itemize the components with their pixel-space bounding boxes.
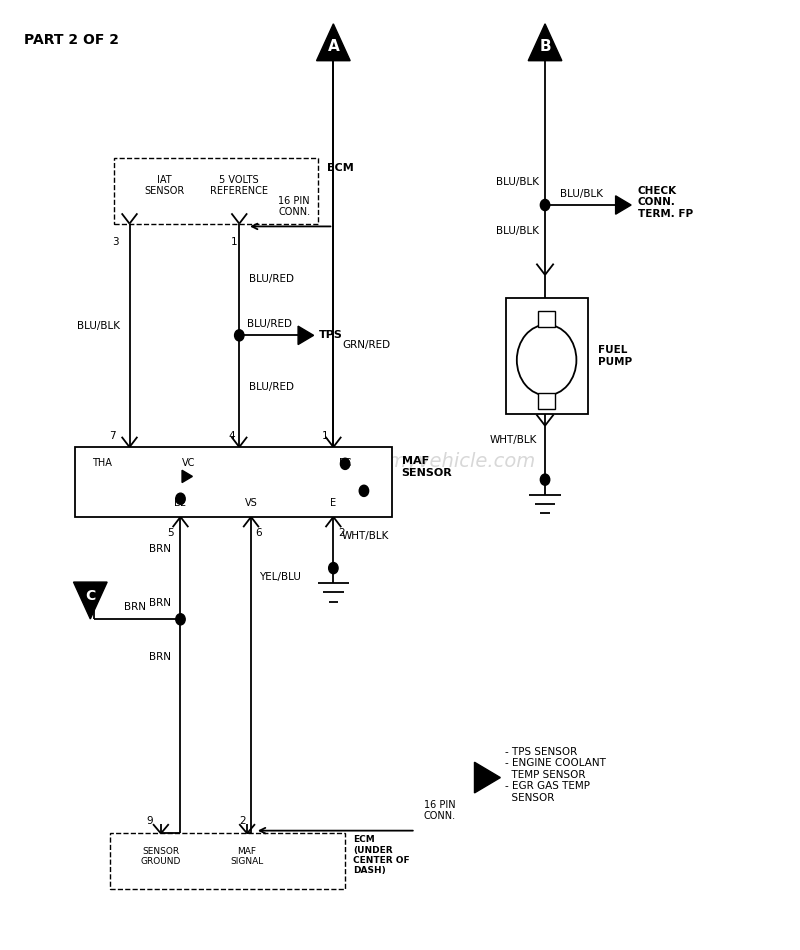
Text: C: C [85, 589, 95, 603]
Text: MAF
SENSOR: MAF SENSOR [402, 456, 452, 478]
Polygon shape [298, 326, 314, 345]
Polygon shape [317, 24, 350, 61]
Text: WHT/BLK: WHT/BLK [341, 530, 389, 541]
Text: ECM
(UNDER
CENTER OF
DASH): ECM (UNDER CENTER OF DASH) [353, 835, 410, 876]
Text: BRN: BRN [149, 544, 171, 555]
Text: BLU/BLK: BLU/BLK [496, 226, 538, 237]
Bar [538, 392, 555, 409]
Polygon shape [74, 582, 107, 619]
Polygon shape [616, 196, 631, 215]
Text: BLU/BLK: BLU/BLK [496, 177, 538, 187]
Text: BRN: BRN [149, 652, 171, 661]
Text: THA: THA [92, 458, 112, 468]
Text: 9: 9 [146, 816, 154, 826]
Polygon shape [182, 470, 192, 483]
Text: 5: 5 [167, 528, 174, 538]
Text: SENSOR
GROUND: SENSOR GROUND [141, 847, 181, 866]
Circle shape [341, 458, 350, 469]
Text: ECM: ECM [327, 163, 354, 173]
Text: BRN: BRN [125, 602, 146, 612]
Text: FC: FC [339, 458, 351, 468]
Text: 16 PIN
CONN.: 16 PIN CONN. [423, 800, 456, 822]
Text: B: B [539, 39, 551, 54]
Circle shape [329, 562, 338, 574]
Bar [538, 311, 555, 328]
Text: E: E [330, 498, 337, 508]
Circle shape [234, 330, 244, 341]
Bar [114, 159, 318, 223]
Text: YEL/BLU: YEL/BLU [259, 573, 301, 582]
Text: VS: VS [245, 498, 258, 508]
Circle shape [517, 325, 577, 395]
Text: troubleshootmyvehicle.com: troubleshootmyvehicle.com [264, 451, 536, 470]
Polygon shape [474, 762, 500, 793]
Text: BLU/RED: BLU/RED [249, 275, 294, 284]
Text: WHT/BLK: WHT/BLK [490, 434, 538, 445]
Text: BRN: BRN [149, 598, 171, 608]
Text: M: M [540, 353, 554, 367]
Text: BLU/RED: BLU/RED [246, 319, 291, 329]
Bar [110, 833, 345, 889]
Text: 3: 3 [112, 237, 118, 247]
Text: 2: 2 [239, 816, 246, 826]
Bar [506, 298, 588, 414]
Text: 1: 1 [231, 237, 238, 247]
Text: GRN/RED: GRN/RED [342, 340, 391, 350]
Text: BLU/BLK: BLU/BLK [560, 189, 602, 200]
Text: CHECK
CONN.
TERM. FP: CHECK CONN. TERM. FP [638, 185, 693, 218]
Text: - TPS SENSOR
- ENGINE COOLANT
  TEMP SENSOR
- EGR GAS TEMP
  SENSOR: - TPS SENSOR - ENGINE COOLANT TEMP SENSO… [505, 747, 606, 803]
Circle shape [176, 493, 185, 504]
Text: BLU/RED: BLU/RED [249, 382, 294, 391]
Text: PART 2 OF 2: PART 2 OF 2 [24, 32, 118, 47]
Text: E2: E2 [174, 498, 186, 508]
Text: 6: 6 [256, 528, 262, 538]
Text: VC: VC [182, 458, 195, 468]
Text: 1: 1 [322, 430, 329, 441]
Polygon shape [528, 24, 562, 61]
Bar [74, 447, 392, 517]
Text: MAF
SIGNAL: MAF SIGNAL [230, 847, 264, 866]
Circle shape [540, 200, 550, 211]
Text: IAT
SENSOR: IAT SENSOR [145, 175, 185, 197]
Text: 16 PIN
CONN.: 16 PIN CONN. [278, 196, 310, 218]
Text: BLU/BLK: BLU/BLK [77, 321, 120, 331]
Text: 4: 4 [228, 430, 234, 441]
Text: 2: 2 [338, 528, 345, 538]
Text: 7: 7 [109, 430, 115, 441]
Text: TPS: TPS [319, 331, 343, 340]
Text: 5 VOLTS
REFERENCE: 5 VOLTS REFERENCE [210, 175, 268, 197]
Circle shape [359, 485, 369, 497]
Circle shape [176, 614, 185, 625]
Text: FUEL
PUMP: FUEL PUMP [598, 346, 632, 367]
Text: A: A [327, 39, 339, 54]
Circle shape [540, 474, 550, 485]
